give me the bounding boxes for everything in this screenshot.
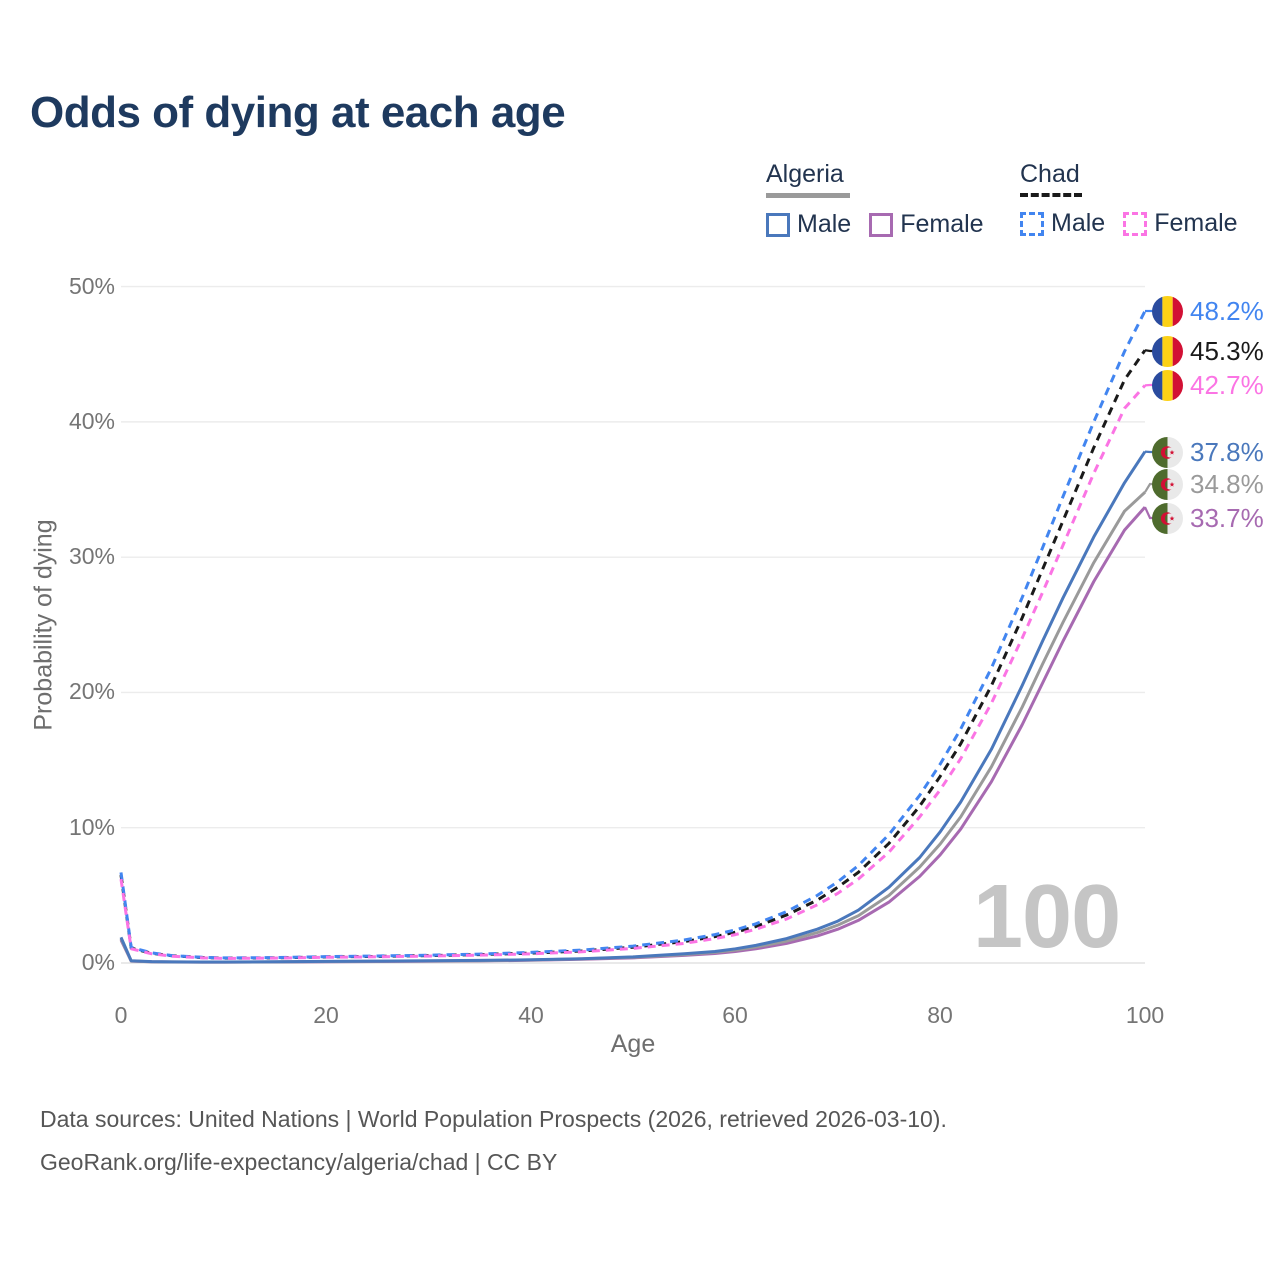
legend-row-chad: Male Female [1020,209,1238,238]
x-tick-60: 60 [722,1002,748,1028]
chad-male-swatch[interactable] [1020,211,1044,236]
series-line-chad-male [119,310,1147,960]
chad-female-swatch[interactable] [1123,211,1148,236]
chad-flag-icon [1152,369,1183,401]
end-label-value: 45.3% [1190,335,1264,366]
end-label-chad-female: 42.7% [1152,369,1264,401]
series-line-algeria-male [119,450,1147,964]
end-label-algeria-female: 33.7% [1152,502,1264,534]
algeria-female-swatch[interactable] [869,212,894,237]
x-axis-title: Age [610,1030,656,1058]
legend-label-algeria-male[interactable]: Male [797,210,852,238]
end-label-chad-both: 45.3% [1152,335,1264,367]
y-tick-40: 40% [68,408,115,434]
legend-label-chad-male[interactable]: Male [1051,209,1106,237]
y-tick-0: 0% [81,949,115,975]
series-line-chad-both-sexes [119,349,1147,960]
data-source-footer: Data sources: United Nations | World Pop… [40,1098,947,1184]
chad-flag-icon [1152,295,1183,327]
end-label-value: 48.2% [1190,295,1264,326]
end-label-value: 37.8% [1190,436,1264,467]
algeria-flag-icon [1152,436,1183,468]
end-label-value: 33.7% [1190,502,1264,533]
x-tick-100: 100 [1125,1002,1165,1028]
y-tick-30: 30% [68,543,115,569]
age-counter-watermark: 100 [973,867,1121,967]
legend-group-chad: Chad Male Female [1020,160,1238,238]
footer-line-2: GeoRank.org/life-expectancy/algeria/chad… [40,1149,558,1175]
y-tick-20: 20% [68,678,115,704]
end-label-algeria-male: 37.8% [1152,436,1264,468]
x-tick-80: 80 [927,1002,953,1028]
legend-label-algeria-female[interactable]: Female [900,210,984,238]
end-label-chad-male: 48.2% [1152,295,1264,327]
page-title: Odds of dying at each age [30,88,566,137]
y-tick-50: 50% [68,273,115,299]
end-label-value: 34.8% [1190,468,1264,499]
algeria-male-swatch[interactable] [766,212,790,237]
legend-group-algeria: Algeria Male Female [766,160,984,239]
end-label-algeria-both: 34.8% [1152,468,1264,500]
y-tick-10: 10% [68,814,115,840]
legend-row-algeria: Male Female [766,210,984,239]
algeria-line-style-sample [766,193,850,198]
x-tick-40: 40 [518,1002,544,1028]
chad-flag-icon [1152,335,1183,367]
x-tick-20: 20 [313,1002,339,1028]
x-tick-0: 0 [114,1002,128,1028]
series-line-algeria-female [119,506,1147,964]
legend-country-algeria: Algeria [766,160,844,188]
end-label-value: 42.7% [1190,369,1264,400]
series-line-algeria-both-sexes [119,491,1147,964]
y-axis-title: Probability of dying [29,519,58,731]
legend-label-chad-female[interactable]: Female [1154,209,1238,237]
algeria-flag-icon [1152,502,1183,534]
footer-line-1: Data sources: United Nations | World Pop… [40,1106,947,1132]
chad-line-style-sample [1020,193,1082,197]
series-line-chad-female [119,384,1147,960]
algeria-flag-icon [1152,468,1183,500]
legend-country-chad: Chad [1020,160,1080,188]
